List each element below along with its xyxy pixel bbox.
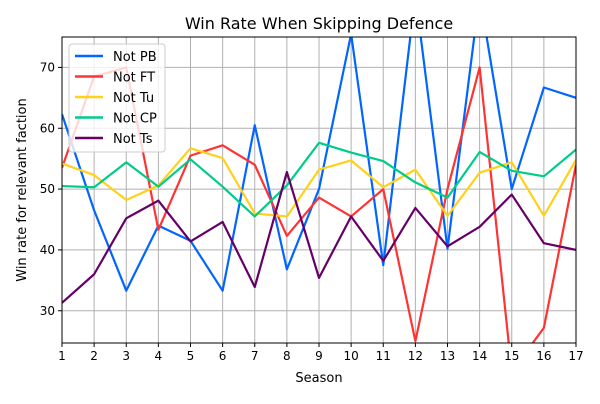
legend-label: Not FT xyxy=(113,71,155,86)
x-tick-label: 12 xyxy=(408,349,423,363)
legend-label: Not PB xyxy=(113,50,157,65)
y-tick-label: 30 xyxy=(40,304,55,318)
legend-label: Not CP xyxy=(113,112,157,127)
y-tick-label: 70 xyxy=(40,60,55,74)
x-axis-label: Season xyxy=(295,371,342,386)
x-tick-label: 10 xyxy=(343,349,358,363)
x-tick-label: 14 xyxy=(472,349,487,363)
x-tick-label: 4 xyxy=(155,349,163,363)
series-line-not-tu xyxy=(62,147,576,218)
legend-box xyxy=(68,43,166,153)
x-tick-label: 9 xyxy=(315,349,323,363)
x-tick-label: 8 xyxy=(283,349,291,363)
y-tick-label: 50 xyxy=(40,182,55,196)
x-tick-label: 11 xyxy=(376,349,391,363)
chart-title: Win Rate When Skipping Defence xyxy=(185,14,453,33)
x-tick-label: 3 xyxy=(122,349,130,363)
x-tick-label: 6 xyxy=(219,349,227,363)
series-line-not-cp xyxy=(62,141,576,218)
y-tick-label: 40 xyxy=(40,243,55,257)
y-axis-label: Win rate for relevant faction xyxy=(15,98,30,282)
x-tick-label: 13 xyxy=(440,349,455,363)
legend: Not PB Not FT Not Tu Not CP Not Ts xyxy=(68,43,166,153)
x-tick-label: 17 xyxy=(568,349,583,363)
legend-label: Not Ts xyxy=(113,132,153,147)
x-tick-label: 16 xyxy=(536,349,551,363)
x-tick-label: 15 xyxy=(504,349,519,363)
legend-label: Not Tu xyxy=(113,91,154,106)
series-line-not-ts xyxy=(62,170,576,304)
series-lines xyxy=(62,37,576,343)
x-tick-label: 2 xyxy=(90,349,98,363)
series-line-not-pb xyxy=(62,37,576,292)
x-tick-label: 1 xyxy=(58,349,66,363)
x-tick-label: 5 xyxy=(187,349,195,363)
x-tick-label: 7 xyxy=(251,349,259,363)
y-tick-label: 60 xyxy=(40,121,55,135)
